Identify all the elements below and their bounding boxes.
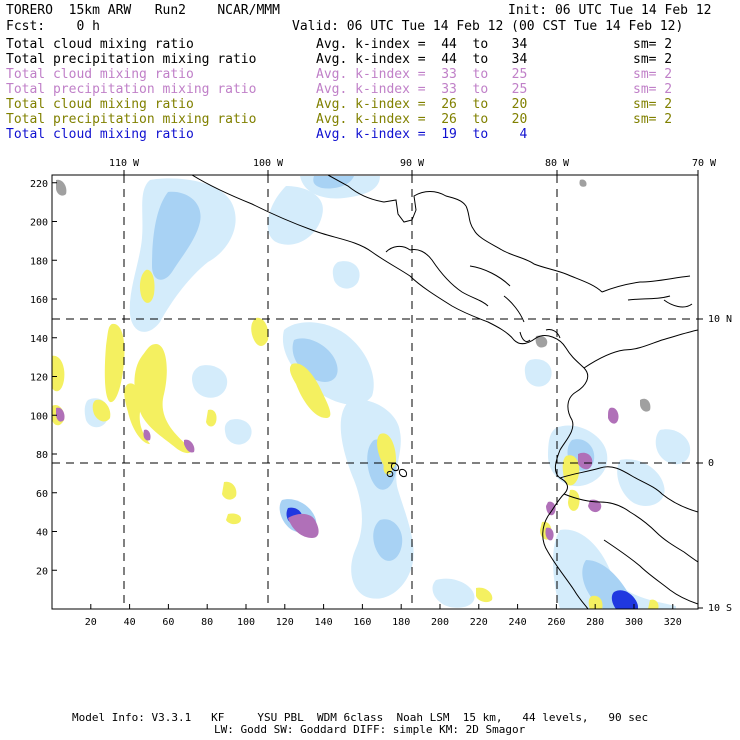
model-info: Model Info: V3.3.1 KF YSU PBL WDM 6class… xyxy=(72,711,649,724)
x-tick-label: 120 xyxy=(276,617,294,628)
forecast-hour: Fcst: 0 h xyxy=(6,19,100,34)
lon-label-70w: 70 W xyxy=(692,158,717,169)
lat-labels: 10 N 0 10 S xyxy=(708,314,732,614)
y-grid-ticks: 20 40 60 80 100 120 140 160 180 200 220 xyxy=(30,179,57,577)
legend-field: Total precipitation mixing ratio xyxy=(6,82,257,97)
legend-field: Total cloud mixing ratio xyxy=(6,37,194,52)
lat-label-eq: 0 xyxy=(708,458,714,469)
y-tick-label: 140 xyxy=(30,334,48,345)
coastlines xyxy=(191,175,698,609)
plot-frame xyxy=(51,174,699,610)
y-tick-label: 100 xyxy=(30,411,48,422)
y-tick-label: 180 xyxy=(30,256,48,267)
legend-sm: sm= 2 xyxy=(633,97,673,112)
y-tick-label: 80 xyxy=(36,450,48,461)
lon-label-90w: 90 W xyxy=(400,158,425,169)
legend-kindex: Avg. k-index = 33 to 25 xyxy=(316,67,528,82)
precip-field-purple xyxy=(56,407,619,541)
x-tick-label: 140 xyxy=(315,617,333,628)
lon-label-100w: 100 W xyxy=(253,158,284,169)
x-tick-label: 80 xyxy=(201,617,213,628)
y-tick-label: 120 xyxy=(30,373,48,384)
legend-field: Total precipitation mixing ratio xyxy=(6,112,257,127)
legend-kindex: Avg. k-index = 44 to 34 xyxy=(316,37,528,52)
field-layer xyxy=(52,176,691,609)
legend-sm: sm= 2 xyxy=(633,52,673,67)
legend-sm: sm= 2 xyxy=(633,112,673,127)
legend-sm: sm= 2 xyxy=(633,82,673,97)
init-time: Init: 06 UTC Tue 14 Feb 12 xyxy=(508,3,712,18)
x-tick-label: 160 xyxy=(353,617,371,628)
legend-sm: sm= 2 xyxy=(633,67,673,82)
valid-time: Valid: 06 UTC Tue 14 Feb 12 (00 CST Tue … xyxy=(292,19,684,34)
gray-field xyxy=(56,179,651,412)
y-tick-label: 40 xyxy=(36,528,48,539)
x-tick-label: 240 xyxy=(509,617,527,628)
precip-field-yellow xyxy=(52,269,659,609)
x-tick-label: 300 xyxy=(625,617,643,628)
x-tick-label: 280 xyxy=(586,617,604,628)
lat-label-10s: 10 S xyxy=(708,603,732,614)
legend-kindex: Avg. k-index = 33 to 25 xyxy=(316,82,528,97)
legend-kindex: Avg. k-index = 26 to 20 xyxy=(316,97,528,112)
lat-label-10n: 10 N xyxy=(708,314,732,325)
x-tick-label: 40 xyxy=(124,617,136,628)
lon-ticks xyxy=(123,170,699,175)
y-tick-label: 200 xyxy=(30,218,48,229)
legend-kindex: Avg. k-index = 44 to 34 xyxy=(316,52,528,67)
y-tick-label: 220 xyxy=(30,179,48,190)
x-tick-label: 260 xyxy=(547,617,565,628)
x-tick-label: 320 xyxy=(664,617,682,628)
model-title: TORERO 15km ARW Run2 NCAR/MMM xyxy=(6,3,280,18)
legend-sm: sm= 2 xyxy=(633,37,673,52)
lon-label-80w: 80 W xyxy=(545,158,570,169)
y-tick-label: 60 xyxy=(36,489,48,500)
lon-label-110w: 110 W xyxy=(109,158,140,169)
model-physics: LW: Godd SW: Goddard DIFF: simple KM: 2D… xyxy=(214,723,526,736)
x-tick-label: 100 xyxy=(237,617,255,628)
legend-field: Total precipitation mixing ratio xyxy=(6,52,257,67)
legend-field: Total cloud mixing ratio xyxy=(6,127,194,142)
legend-kindex: Avg. k-index = 26 to 20 xyxy=(316,112,528,127)
y-tick-label: 160 xyxy=(30,295,48,306)
x-tick-label: 220 xyxy=(470,617,488,628)
x-tick-label: 180 xyxy=(392,617,410,628)
x-tick-label: 60 xyxy=(162,617,174,628)
x-grid-ticks: 20 40 60 80 100 120 140 160 180 200 220 240 260 280 30… xyxy=(85,604,682,628)
legend-kindex: Avg. k-index = 19 to 4 xyxy=(316,127,528,142)
legend-field: Total cloud mixing ratio xyxy=(6,67,194,82)
lon-labels: 110 W 100 W 90 W 80 W 70 W xyxy=(109,158,717,169)
y-tick-label: 20 xyxy=(36,566,48,577)
graticule xyxy=(52,175,698,609)
legend-field: Total cloud mixing ratio xyxy=(6,97,194,112)
x-tick-label: 200 xyxy=(431,617,449,628)
x-tick-label: 20 xyxy=(85,617,97,628)
lat-ticks xyxy=(698,318,703,609)
